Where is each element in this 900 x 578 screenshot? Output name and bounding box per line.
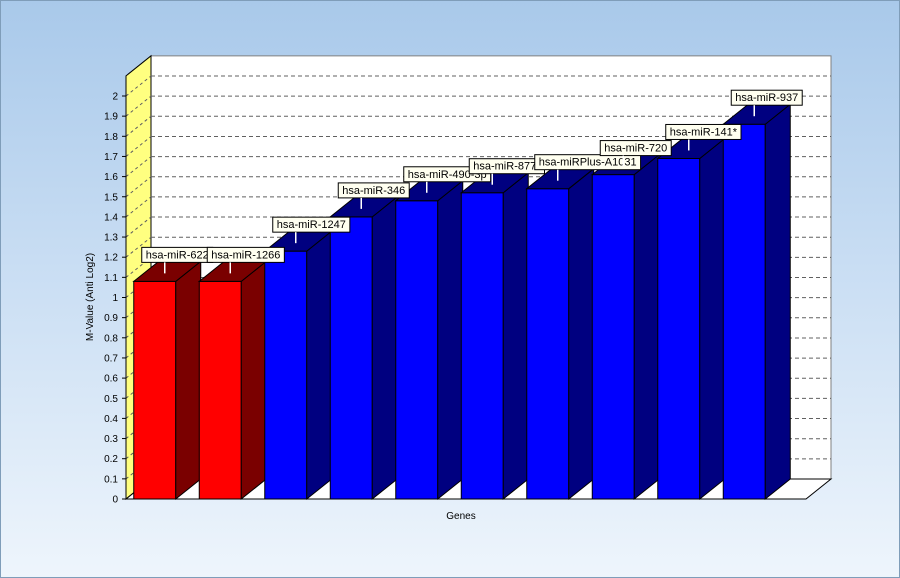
- bar-hsa-miR-720[interactable]: [590, 153, 661, 501]
- bar-label: hsa-miR-720: [599, 140, 672, 167]
- bar-label: hsa-miR-1266: [206, 246, 285, 274]
- bar-label-box: [730, 89, 803, 106]
- bar-hsa-miRPlus-A1031[interactable]: [525, 167, 596, 501]
- gridline-side: [125, 136, 152, 157]
- y-tick-label: 1.3: [104, 233, 118, 244]
- bar-hsa-miR-1247[interactable]: [263, 230, 334, 501]
- bar-front[interactable]: [133, 280, 177, 500]
- bar-label-box: [665, 123, 742, 140]
- bar-side[interactable]: [306, 230, 333, 501]
- y-tick-label: 0.4: [104, 414, 118, 425]
- bar-front[interactable]: [395, 200, 439, 500]
- bar-hsa-miR-877*[interactable]: [459, 171, 530, 501]
- y-tick-label: 0: [112, 495, 118, 506]
- bar-hsa-miR-937[interactable]: [721, 103, 792, 501]
- bar-label-text: hsa-miRPlus-A1031: [539, 157, 637, 169]
- x-axis-title: Genes: [446, 511, 475, 522]
- gridline-side: [125, 95, 152, 117]
- bar-side[interactable]: [568, 167, 595, 501]
- gridline-side: [125, 216, 152, 238]
- bar-label-text: hsa-miR-877*: [473, 161, 541, 173]
- bar-label-box: [599, 140, 672, 157]
- data-labels: hsa-miR-622 hsa-miR-1266 hsa-miR-1247 hsa-m…: [141, 89, 803, 274]
- bar-side[interactable]: [175, 260, 202, 501]
- bar-side[interactable]: [371, 195, 398, 501]
- bar-label-text: hsa-miR-937: [735, 92, 798, 104]
- gridline-side: [125, 236, 152, 258]
- bar-label-box: [534, 154, 642, 171]
- gridline-side: [125, 176, 152, 198]
- bars: [132, 103, 792, 501]
- y-tick-label: 0.8: [104, 333, 118, 344]
- bar-side[interactable]: [633, 153, 660, 501]
- y-tick-label: 1.1: [104, 273, 118, 284]
- bar-hsa-miR-490-3p[interactable]: [394, 179, 465, 501]
- bar-front[interactable]: [198, 280, 242, 500]
- bar-label: hsa-miR-937: [730, 89, 803, 117]
- y-tick-label: 0.5: [104, 394, 118, 405]
- bar-front[interactable]: [526, 188, 570, 500]
- bar-hsa-miR-346[interactable]: [328, 195, 399, 501]
- bar-hsa-miR-1266[interactable]: [197, 260, 268, 501]
- bar-front[interactable]: [264, 250, 308, 500]
- bar-side[interactable]: [764, 103, 791, 501]
- bar-label-text: hsa-miR-346: [342, 185, 405, 197]
- y-tick-label: 1: [112, 293, 118, 304]
- bar-label-box: [337, 182, 410, 199]
- gridline-side: [125, 75, 152, 97]
- bar-label: hsa-miR-490-3p: [403, 166, 492, 193]
- bar-front[interactable]: [591, 174, 635, 500]
- y-tick-label: 1.9: [104, 112, 118, 123]
- y-tick-label: 0.3: [104, 434, 118, 445]
- bar-side[interactable]: [699, 137, 726, 501]
- y-tick-label: 1.2: [104, 253, 118, 264]
- bar-label-text: hsa-miR-1266: [211, 249, 280, 261]
- y-tick-label: 1.6: [104, 172, 118, 183]
- y-tick-label: 0.1: [104, 474, 118, 485]
- bar-front[interactable]: [329, 216, 373, 500]
- bar-label: hsa-miR-877*: [468, 158, 545, 185]
- y-tick-label: 1.8: [104, 132, 118, 143]
- bar-label-box: [206, 246, 285, 263]
- bar-label: hsa-miR-141*: [665, 123, 742, 151]
- bar-label: hsa-miR-1247: [272, 216, 351, 244]
- bar-hsa-miR-141*[interactable]: [656, 137, 727, 501]
- bar-side[interactable]: [437, 179, 464, 501]
- bar-front[interactable]: [657, 157, 701, 500]
- y-tick-label: 2: [112, 92, 118, 103]
- bar-label-text: hsa-miR-720: [604, 143, 667, 155]
- bar-label-text: hsa-miR-490-3p: [408, 169, 487, 181]
- y-tick-label: 0.9: [104, 313, 118, 324]
- bar-label: hsa-miR-346: [337, 182, 410, 209]
- bar-label: hsa-miRPlus-A1031: [534, 154, 642, 181]
- y-tick-label: 0.7: [104, 353, 118, 364]
- y-axis-title: M-Value (Anti Log2): [85, 253, 96, 341]
- gridline-side: [125, 115, 152, 137]
- bar-label-text: hsa-miR-1247: [277, 219, 346, 231]
- bar-label-text: hsa-miR-622: [146, 249, 209, 261]
- bar-hsa-miR-622[interactable]: [132, 260, 203, 501]
- y-tick-label: 0.6: [104, 374, 118, 385]
- bar-side[interactable]: [240, 260, 267, 501]
- y-tick-label: 1.7: [104, 152, 118, 163]
- y-axis: 0 0.1 0.2 0.3 0.4 0.5 0.6 0.7 0.8 0.9 1 1.1 1.2 1.3 1.…: [104, 75, 127, 506]
- bar-front[interactable]: [722, 123, 766, 500]
- bar-label-box: [272, 216, 351, 233]
- bar-label-text: hsa-miR-141*: [670, 126, 738, 138]
- gridline-side: [125, 156, 152, 177]
- bar-side[interactable]: [502, 171, 529, 501]
- y-tick-label: 0.2: [104, 454, 118, 465]
- gridline-side: [125, 196, 152, 218]
- y-tick-label: 1.5: [104, 192, 118, 203]
- y-tick-label: 1.4: [104, 212, 118, 223]
- bar-front[interactable]: [460, 192, 504, 500]
